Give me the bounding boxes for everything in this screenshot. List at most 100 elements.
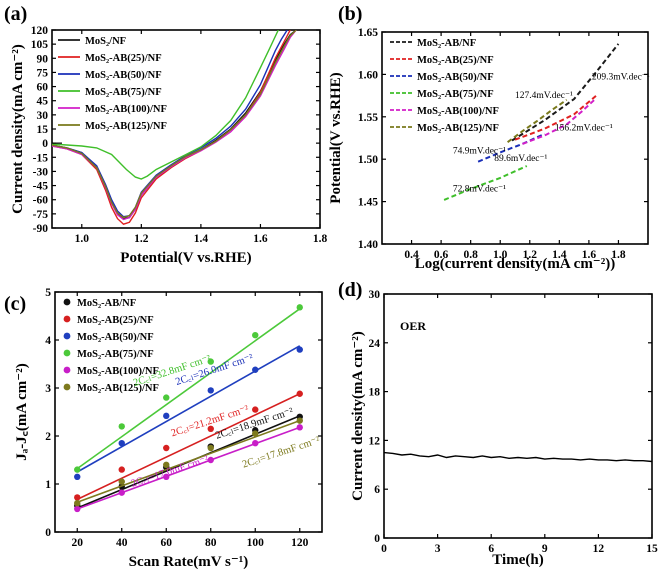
panel-c-y-tick-label: 1	[45, 479, 51, 491]
panel-d-y-tick-label: 30	[369, 289, 381, 301]
panel-b-x-tick-label: 1.6	[582, 249, 597, 261]
panel-d-y-tick-label: 24	[369, 338, 381, 350]
panel-c-fit-line-1	[76, 393, 301, 501]
panel-c-point-1	[252, 406, 259, 413]
panel-b-y-tick-label: 1.45	[358, 197, 378, 209]
panel-a-x-tick-label: 1.2	[134, 233, 149, 245]
panel-b-x-tick-label: 1.8	[611, 249, 626, 261]
panel-c-point-2	[74, 473, 81, 480]
panel-c-legend-marker-4	[63, 366, 71, 374]
panel-a-y-tick-label: -90	[33, 223, 49, 235]
panel-b-x-tick-label: 0.6	[434, 249, 449, 261]
panel-c-point-2	[296, 346, 303, 353]
panel-c-legend-marker-2	[63, 332, 71, 340]
panel-c-y-tick-label: 0	[45, 527, 51, 539]
panel-c-point-5	[296, 417, 303, 424]
panel-c-annotation-5: 2C꜀ₗ=17.0mF cm⁻²	[130, 454, 210, 489]
panel-c-legend-label-5: MoS₂-AB(125)/NF	[77, 383, 159, 394]
panel-a-legend-label-5: MoS₂-AB(125)/NF	[85, 121, 167, 132]
panel-c-point-4	[74, 505, 81, 513]
panel-a-x-tick-label: 1.8	[313, 233, 328, 245]
panel-b-legend-label-0: MoS₂-AB/NF	[417, 38, 476, 49]
panel-a-y-tick-label: -15	[33, 152, 49, 164]
panel-c-point-1	[118, 466, 125, 473]
panel-d-x-tick-label: 12	[593, 543, 605, 555]
panel-c-x-tick-label: 120	[291, 537, 309, 549]
panel-c-legend-marker-5	[63, 383, 71, 391]
panel-c-point-5	[163, 461, 170, 468]
panel-c-point-4	[118, 489, 125, 496]
panel-a-series-line-3	[52, 30, 279, 180]
panel-b-x-tick-label: 0.4	[404, 249, 419, 261]
panel-c-y-tick-label: 4	[45, 335, 51, 347]
panel-b-annotation-1: 127.4mV.dec⁻¹	[515, 91, 573, 101]
panel-c-point-2	[163, 412, 170, 420]
panel-c-y-tick-label: 5	[45, 287, 51, 299]
panel-b-x-tick-label: 1.0	[493, 249, 508, 261]
panel-c-legend-label-3: MoS₂-AB(75)/NF	[77, 349, 154, 360]
panel-a-letter: (a)	[4, 3, 27, 25]
panel-c-y-axis-label: Jₐ-J꜀(mA cm⁻²)	[14, 363, 30, 460]
panel-b-series-line-0	[511, 43, 620, 142]
panel-c-point-5	[74, 500, 81, 507]
panel-a-y-tick-label: 90	[37, 53, 49, 65]
panel-c-fit-line-4	[76, 426, 301, 510]
panel-a-series-line-5	[52, 30, 297, 219]
panel-b-letter: (b)	[338, 3, 362, 25]
panel-c-legend-marker-0	[63, 298, 71, 306]
panel-a-y-tick-label: -60	[33, 195, 49, 207]
panel-c-x-tick-label: 60	[161, 537, 173, 549]
panel-d-series-line-0	[384, 451, 652, 463]
panel-c-legend-label-0: MoS₂-AB/NF	[77, 298, 136, 309]
panel-c-legend-label-4: MoS₂-AB(100)/NF	[77, 366, 159, 377]
panel-d-y-axis-label: Current density(mA cm⁻²)	[350, 331, 366, 501]
panel-b-legend-label-4: MoS₂-AB(100)/NF	[417, 106, 499, 117]
panel-c-legend-label-2: MoS₂-AB(50)/NF	[77, 332, 154, 343]
panel-c-point-3	[118, 423, 125, 430]
panel-b-annotation-2: 74.9mV.dec⁻¹	[453, 146, 506, 156]
panel-a-y-axis-label: Current density(mA cm⁻²)	[10, 44, 26, 214]
panel-c-plot-frame	[54, 291, 323, 533]
panel-c-legend-marker-1	[63, 315, 71, 323]
panel-b-x-tick-label: 0.8	[463, 249, 478, 261]
panel-b-y-tick-label: 1.60	[358, 69, 378, 81]
panel-a-y-tick-label: -30	[33, 166, 49, 178]
panel-b-legend-label-2: MoS₂-AB(50)/NF	[417, 72, 494, 83]
panel-a-x-axis-label: Potential(V vs.RHE)	[120, 250, 251, 266]
panel-a-y-tick-label: 105	[31, 39, 49, 51]
panel-a-y-tick-label: 15	[37, 124, 49, 136]
panel-a-y-tick-label: 75	[37, 67, 49, 79]
panel-c-legend-label-1: MoS₂-AB(25)/NF	[77, 315, 154, 326]
panel-c-point-1	[296, 390, 303, 397]
panel-d-x-tick-label: 3	[435, 543, 441, 555]
panel-a-y-tick-label: 120	[31, 25, 49, 37]
panel-a-y-tick-label: 60	[37, 82, 49, 94]
panel-c-fit-line-2	[76, 345, 301, 473]
panel-c-point-3	[296, 304, 303, 311]
panel-a-legend-label-0: MoS₂/NF	[85, 36, 126, 47]
panel-d-x-tick-label: 6	[488, 543, 494, 555]
panel-c-point-5	[252, 430, 259, 437]
panel-c-point-4	[252, 440, 259, 447]
panel-c-y-tick-label: 2	[45, 431, 51, 443]
panel-c-point-1	[163, 444, 170, 452]
panel-a-y-tick-label: -75	[33, 209, 49, 221]
panel-c-x-tick-label: 20	[72, 537, 84, 549]
panel-d-y-tick-label: 12	[369, 435, 381, 447]
panel-c-fit-line-5	[76, 419, 301, 503]
panel-a-x-tick-label: 1.0	[75, 233, 90, 245]
panel-d-letter: (d)	[338, 279, 362, 301]
panel-b-y-tick-label: 1.50	[358, 154, 378, 166]
panel-d-x-axis-label: Time(h)	[492, 552, 543, 568]
panel-a-legend-label-3: MoS₂-AB(75)/NF	[85, 87, 162, 98]
panel-b-legend-label-3: MoS₂-AB(75)/NF	[417, 89, 494, 100]
panel-c-x-tick-label: 40	[116, 537, 128, 549]
panel-c-point-1	[74, 494, 81, 501]
panel-c-point-4	[163, 473, 170, 480]
panel-b-y-tick-label: 1.40	[358, 239, 378, 251]
panel-c-point-2	[118, 440, 125, 447]
panel-c-legend-marker-3	[63, 349, 71, 357]
panel-c-point-3	[252, 332, 259, 339]
panel-a-y-tick-label: 30	[37, 110, 49, 122]
panel-c-point-5	[207, 444, 214, 452]
